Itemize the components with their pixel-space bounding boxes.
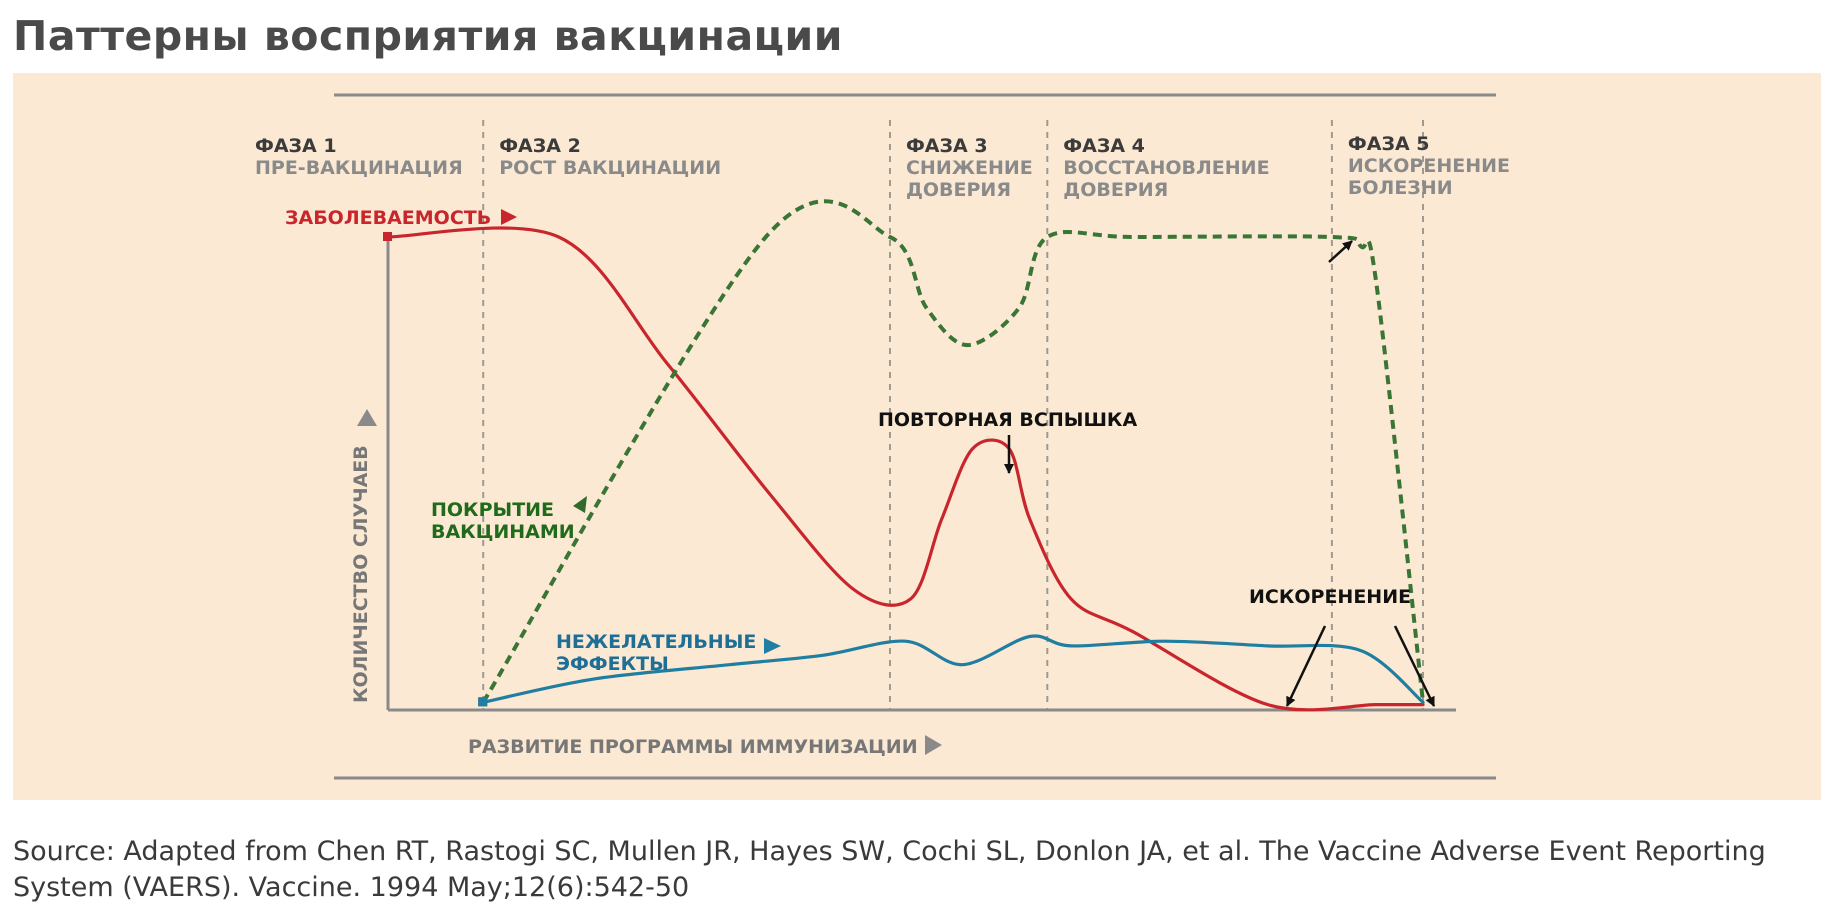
coverage-peak-arrow (1328, 240, 1353, 263)
legend-coverage: ПОКРЫТИЕ ВАКЦИНАМИ (431, 499, 575, 543)
phase-dividers (482, 120, 1424, 710)
legend-coverage-line2: ВАКЦИНАМИ (431, 521, 575, 543)
phase-number: ФАЗА 1 (255, 135, 337, 157)
phase-name: ВОССТАНОВЛЕНИЕ (1063, 157, 1269, 179)
series-layer (383, 199, 1425, 712)
legend-adverse: НЕЖЕЛАТЕЛЬНЫЕ ЭФФЕКТЫ (556, 631, 763, 675)
legend-coverage-line1: ПОКРЫТИЕ (431, 499, 554, 521)
phase-name: БОЛЕЗНИ (1348, 177, 1453, 199)
legend-adverse-arrow-icon (764, 638, 781, 654)
phase-name: ПРЕ-ВАКЦИНАЦИЯ (255, 157, 463, 179)
phase-number: ФАЗА 3 (906, 135, 988, 157)
phase-name: СНИЖЕНИЕ (906, 157, 1033, 179)
phase-number: ФАЗА 5 (1348, 133, 1430, 155)
annotation-outbreak: ПОВТОРНАЯ ВСПЫШКА (878, 409, 1137, 431)
phase-label: ФАЗА 3 СНИЖЕНИЕ ДОВЕРИЯ (906, 135, 1033, 201)
phase-number: ФАЗА 4 (1063, 135, 1145, 157)
annotation-eradication-arrow-right (1393, 625, 1436, 707)
phase-label: ФАЗА 4 ВОССТАНОВЛЕНИЕ ДОВЕРИЯ (1063, 135, 1269, 201)
series-adverse-line (481, 634, 1425, 704)
annotation-eradication-arrow-left (1285, 625, 1327, 707)
series-coverage-line (481, 199, 1425, 704)
x-axis-label: РАЗВИТИЕ ПРОГРАММЫ ИММУНИЗАЦИИ (468, 736, 918, 758)
series-incidence-line (386, 226, 1425, 712)
chart: ФАЗА 1 ПРЕ-ВАКЦИНАЦИЯ ФАЗА 2 РОСТ ВАКЦИНАЦИ… (255, 93, 1510, 780)
source-citation: Source: Adapted from Chen RT, Rastogi SC… (13, 836, 1766, 903)
legend-incidence: ЗАБОЛЕВАЕМОСТЬ (285, 207, 491, 229)
phase-label: ФАЗА 1 ПРЕ-ВАКЦИНАЦИЯ (255, 135, 463, 179)
phase-number: ФАЗА 2 (499, 135, 581, 157)
annotation-eradication: ИСКОРЕНЕНИЕ (1249, 586, 1411, 608)
page-title: Паттерны восприятия вакцинации (13, 12, 843, 60)
series-start-marker (478, 697, 488, 707)
y-axis-label: КОЛИЧЕСТВО СЛУЧАЕВ (350, 445, 372, 703)
series-start-marker (383, 232, 392, 241)
phase-name: ДОВЕРИЯ (1063, 179, 1168, 201)
phase-name: ДОВЕРИЯ (906, 179, 1011, 201)
legend-adverse-line1: НЕЖЕЛАТЕЛЬНЫЕ (556, 631, 756, 653)
y-axis-arrow-icon (357, 409, 377, 426)
phase-label: ФАЗА 2 РОСТ ВАКЦИНАЦИИ (499, 135, 721, 179)
figure-panel: ФАЗА 1 ПРЕ-ВАКЦИНАЦИЯ ФАЗА 2 РОСТ ВАКЦИНАЦИ… (13, 73, 1821, 800)
phase-label: ФАЗА 5 ИСКОРЕНЕНИЕ БОЛЕЗНИ (1348, 133, 1510, 199)
phase-labels: ФАЗА 1 ПРЕ-ВАКЦИНАЦИЯ ФАЗА 2 РОСТ ВАКЦИНАЦИ… (255, 133, 1510, 201)
x-axis-arrow-icon (925, 735, 942, 755)
legend-coverage-arrow-icon (573, 496, 587, 513)
legend-adverse-line2: ЭФФЕКТЫ (556, 653, 669, 675)
phase-name: РОСТ ВАКЦИНАЦИИ (499, 157, 721, 179)
legend-incidence-arrow-icon (501, 209, 517, 225)
phase-name: ИСКОРЕНЕНИЕ (1348, 155, 1510, 177)
